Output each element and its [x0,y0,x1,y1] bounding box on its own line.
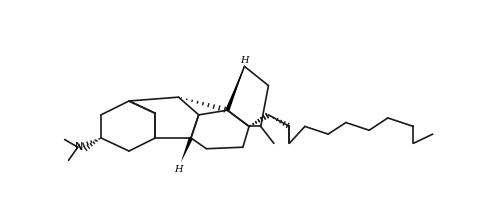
Text: H: H [174,165,183,174]
Polygon shape [226,66,244,111]
Polygon shape [181,137,193,163]
Text: N: N [75,142,84,152]
Text: H: H [240,56,249,65]
